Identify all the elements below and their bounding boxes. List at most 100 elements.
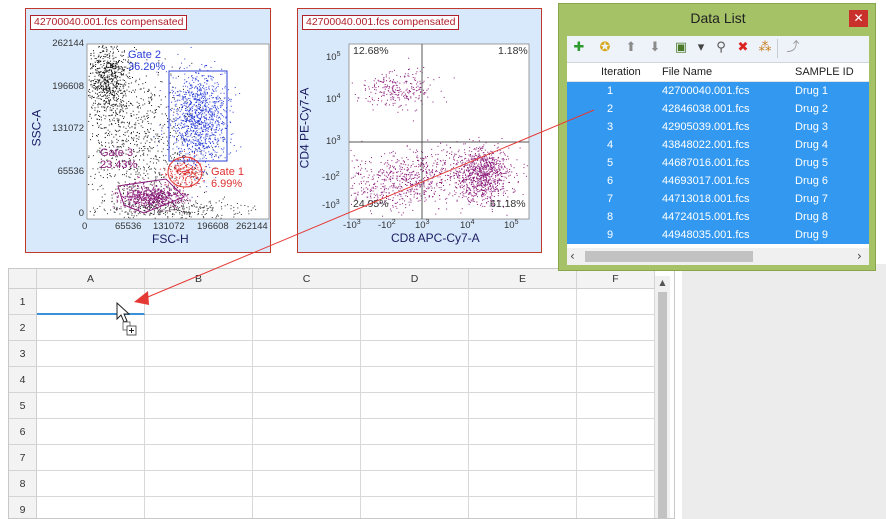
grid-cell[interactable] (577, 497, 655, 518)
table-row[interactable]: 1 42700040.001.fcs Drug 1 (567, 82, 869, 100)
grid-cell[interactable] (145, 445, 253, 471)
row-header[interactable]: 6 (9, 419, 37, 445)
row-header[interactable]: 4 (9, 367, 37, 393)
column-header-sample-id[interactable]: SAMPLE ID (795, 66, 854, 78)
column-header-d[interactable]: D (361, 269, 469, 289)
grid-cell[interactable] (37, 393, 145, 419)
grid-cell[interactable] (37, 445, 145, 471)
grid-cell[interactable] (253, 445, 361, 471)
table-row[interactable]: 8 44724015.001.fcs Drug 8 (567, 208, 869, 226)
grid-cell[interactable] (577, 393, 655, 419)
grid-cell[interactable] (361, 419, 469, 445)
grid-cell[interactable] (37, 471, 145, 497)
column-header-file-name[interactable]: File Name (662, 66, 713, 78)
row-header[interactable]: 2 (9, 315, 37, 341)
grid-cell[interactable] (577, 367, 655, 393)
close-button[interactable]: ✕ (849, 10, 868, 27)
grid-cell[interactable] (145, 419, 253, 445)
grid-cell[interactable] (469, 367, 577, 393)
gear-icon[interactable]: ✪ (599, 40, 611, 55)
grid-cell[interactable] (361, 289, 469, 315)
grid-cell[interactable] (145, 341, 253, 367)
row-header[interactable]: 8 (9, 471, 37, 497)
corner-cell[interactable] (9, 269, 37, 289)
grid-cell[interactable] (145, 289, 253, 315)
grid-cell[interactable] (253, 341, 361, 367)
grid-cell[interactable] (145, 393, 253, 419)
grid-cell[interactable] (577, 471, 655, 497)
grid-cell[interactable] (469, 315, 577, 341)
column-header-c[interactable]: C (253, 269, 361, 289)
scroll-right-icon[interactable]: › (857, 249, 862, 263)
row-header[interactable]: 7 (9, 445, 37, 471)
grid-cell[interactable] (37, 341, 145, 367)
grid-cell[interactable] (469, 445, 577, 471)
grid-cell[interactable] (361, 315, 469, 341)
table-row[interactable]: 5 44687016.001.fcs Drug 5 (567, 154, 869, 172)
scroll-thumb[interactable] (585, 251, 753, 262)
grid-cell[interactable] (361, 341, 469, 367)
grid-cell[interactable] (577, 289, 655, 315)
scroll-thumb[interactable] (658, 292, 667, 518)
table-row[interactable]: 6 44693017.001.fcs Drug 6 (567, 172, 869, 190)
grid-cell[interactable] (253, 367, 361, 393)
grid-cell[interactable] (577, 445, 655, 471)
grid-cell[interactable] (145, 471, 253, 497)
move-down-icon[interactable]: ⬇ (649, 40, 661, 55)
grid-cell[interactable] (37, 419, 145, 445)
table-row[interactable]: 4 43848022.001.fcs Drug 4 (567, 136, 869, 154)
grid-cell[interactable] (469, 289, 577, 315)
active-cell[interactable] (37, 289, 145, 315)
scatter-plot-cd8-cd4[interactable]: 42700040.001.fcs compensated 12.68% 1.18… (297, 8, 542, 253)
grid-cell[interactable] (253, 419, 361, 445)
grid-cell[interactable] (145, 497, 253, 518)
grid-cell[interactable] (253, 497, 361, 518)
grid-cell[interactable] (361, 367, 469, 393)
scroll-up-icon[interactable]: ▲ (659, 278, 666, 287)
grid-cell[interactable] (469, 471, 577, 497)
grid-cell[interactable] (145, 367, 253, 393)
table-row[interactable]: 9 44948035.001.fcs Drug 9 (567, 226, 869, 244)
grid-cell[interactable] (577, 315, 655, 341)
scroll-left-icon[interactable]: ‹ (570, 249, 575, 263)
file-list-table[interactable]: Iteration File Name SAMPLE ID 1 42700040.… (567, 63, 869, 248)
grid-cell[interactable] (37, 497, 145, 518)
row-header[interactable]: 5 (9, 393, 37, 419)
grid-cell[interactable] (577, 341, 655, 367)
move-up-icon[interactable]: ⬆ (625, 40, 637, 55)
grid-cell[interactable] (361, 393, 469, 419)
add-icon[interactable]: ✚ (573, 40, 585, 55)
table-row[interactable]: 3 42905039.001.fcs Drug 3 (567, 118, 869, 136)
table-row[interactable]: 2 42846038.001.fcs Drug 2 (567, 100, 869, 118)
grid-cell[interactable] (253, 393, 361, 419)
grid-cell[interactable] (469, 497, 577, 518)
delete-icon[interactable]: ✖ (737, 40, 749, 55)
grid-cell[interactable] (253, 315, 361, 341)
row-header[interactable]: 1 (9, 289, 37, 315)
grid-cell[interactable] (361, 471, 469, 497)
grid-cell[interactable] (145, 315, 253, 341)
column-header-e[interactable]: E (469, 269, 577, 289)
column-header-a[interactable]: A (37, 269, 145, 289)
grid-cell[interactable] (361, 497, 469, 518)
grid-cell[interactable] (37, 367, 145, 393)
vertical-scrollbar[interactable]: ▲ (655, 276, 670, 518)
grid-cell[interactable] (469, 419, 577, 445)
data-list-window[interactable]: Data List ✕ ✚ ✪ ⬆ ⬇ ▣ ▾ ⚲ ✖ ⁂ ⤴ Iteration File Na… (558, 3, 876, 271)
row-header[interactable]: 9 (9, 497, 37, 518)
column-header-b[interactable]: B (145, 269, 253, 289)
link-icon[interactable]: ⤴ (786, 40, 800, 55)
grid-cell[interactable] (577, 419, 655, 445)
keywords-icon[interactable]: ⁂ (758, 40, 772, 55)
row-header[interactable]: 3 (9, 341, 37, 367)
column-header-iteration[interactable]: Iteration (601, 66, 641, 78)
scatter-plot-fsc-ssc[interactable]: 42700040.001.fcs compensated 262144 1966… (25, 8, 271, 253)
search-icon[interactable]: ⚲ (716, 40, 726, 55)
grid-cell[interactable] (469, 341, 577, 367)
grid-cell[interactable] (469, 393, 577, 419)
export-icon[interactable]: ▣ (674, 40, 688, 55)
grid-cell[interactable] (253, 471, 361, 497)
dropdown-arrow-icon[interactable]: ▾ (697, 40, 705, 55)
table-row[interactable]: 7 44713018.001.fcs Drug 7 (567, 190, 869, 208)
